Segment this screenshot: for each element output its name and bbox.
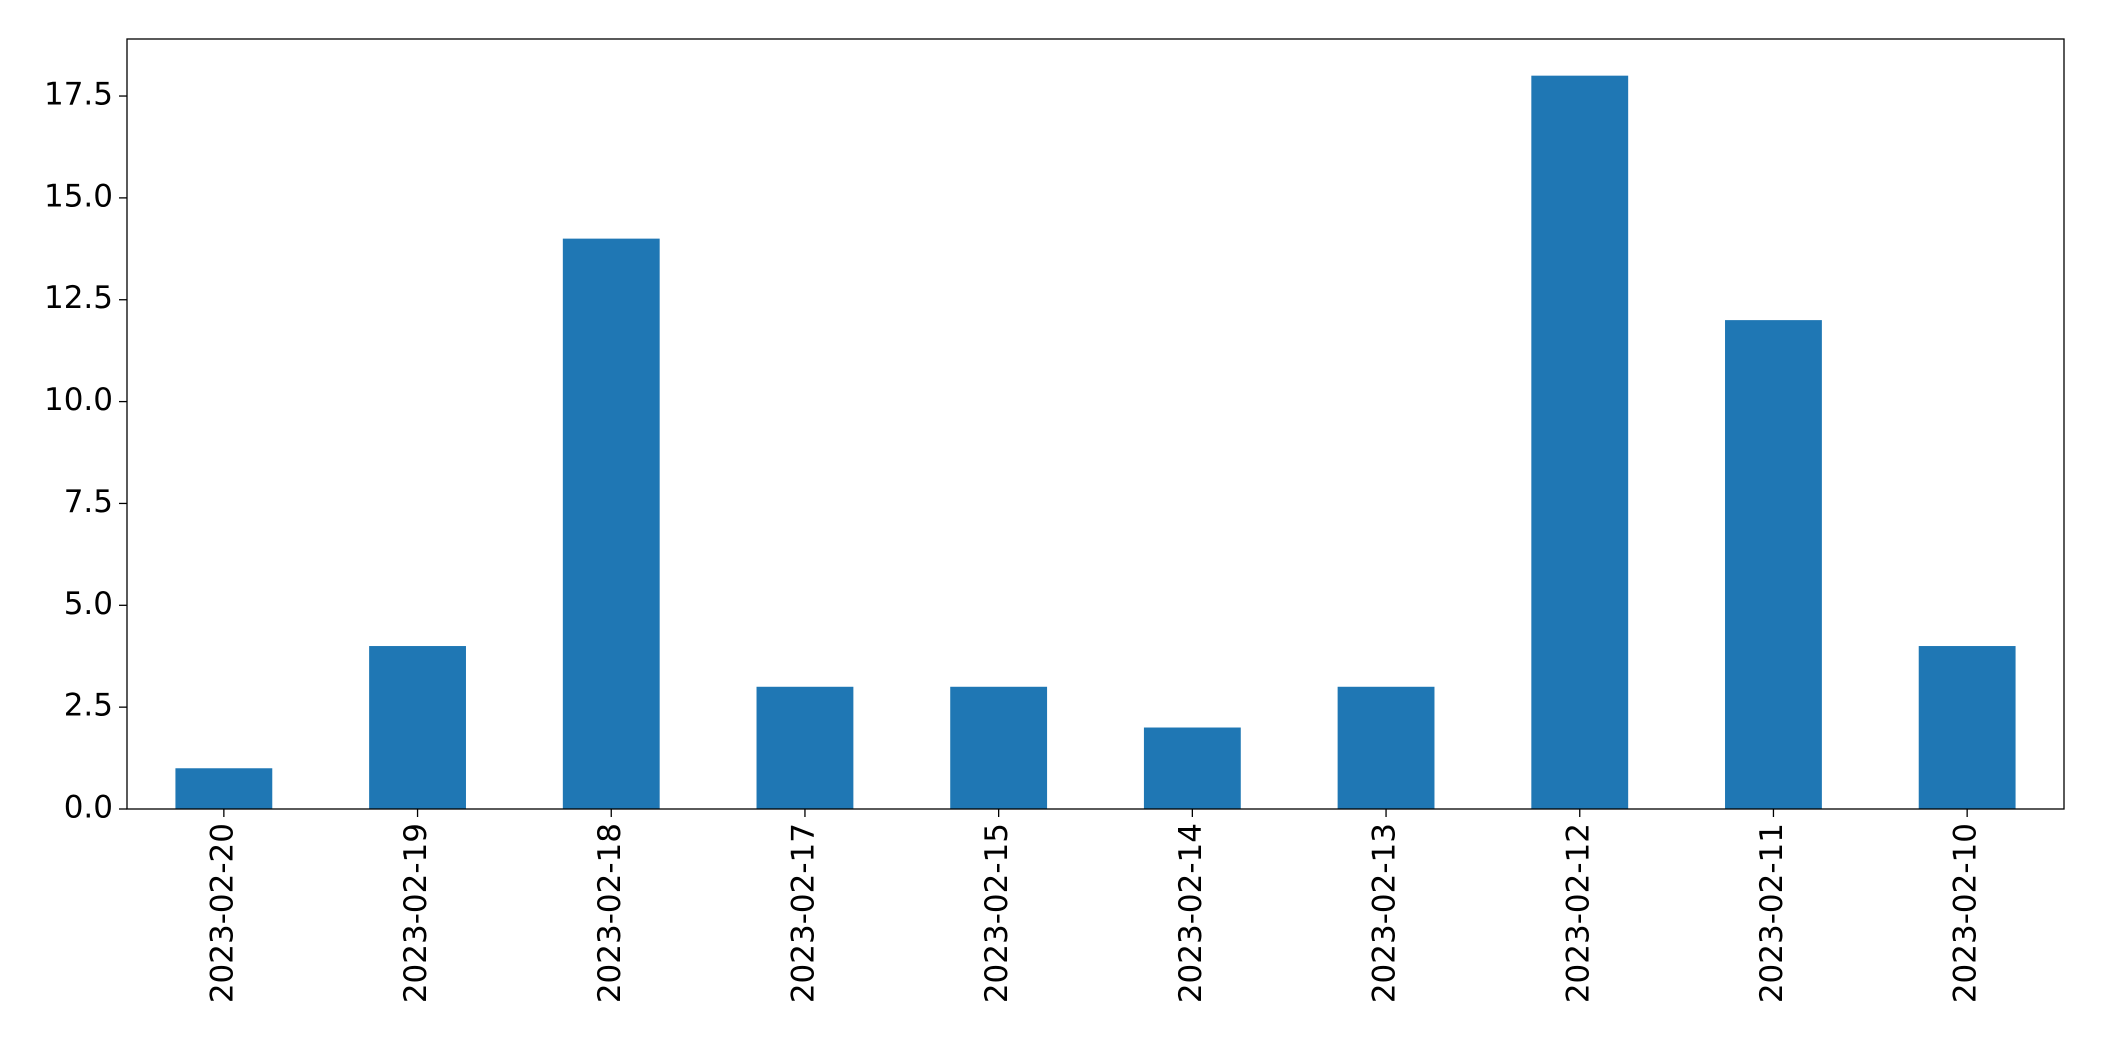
x-tick-label: 2023-02-18 [592, 823, 628, 1003]
y-tick-label: 15.0 [44, 178, 113, 214]
bar [1918, 646, 2016, 809]
y-tick-label: 5.0 [64, 586, 113, 622]
x-tick-label: 2023-02-17 [785, 823, 821, 1003]
bar [1725, 320, 1822, 809]
x-tick-label: 2023-02-13 [1367, 823, 1403, 1003]
bar [369, 646, 466, 809]
x-tick-label: 2023-02-12 [1560, 823, 1596, 1003]
x-tick-label: 2023-02-20 [204, 823, 240, 1003]
bar [1531, 75, 1629, 809]
bar [1337, 686, 1435, 809]
x-tick-label: 2023-02-10 [1948, 823, 1984, 1003]
bar [756, 686, 854, 809]
x-tick-label: 2023-02-14 [1173, 823, 1209, 1003]
x-tick-label: 2023-02-19 [398, 823, 434, 1003]
y-tick-label: 10.0 [44, 382, 113, 418]
y-tick-label: 0.0 [64, 790, 113, 826]
bar [562, 238, 660, 809]
bar [175, 768, 273, 809]
bar [950, 686, 1048, 809]
y-tick-label: 17.5 [44, 77, 113, 113]
y-tick-label: 2.5 [64, 688, 113, 724]
y-tick-label: 12.5 [44, 280, 113, 316]
bar [1143, 727, 1241, 809]
x-tick-label: 2023-02-15 [979, 823, 1015, 1003]
y-tick-label: 7.5 [64, 484, 113, 520]
x-tick-label: 2023-02-11 [1754, 823, 1790, 1003]
plot-frame [126, 38, 2065, 810]
